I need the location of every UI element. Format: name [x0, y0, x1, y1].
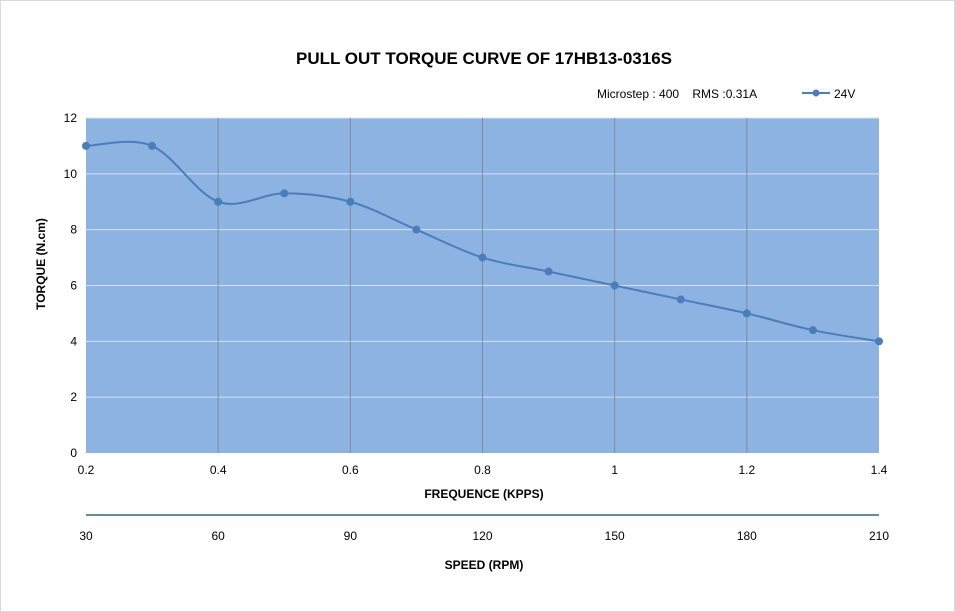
y-tick-label: 2 — [70, 390, 77, 404]
speed-axis-title: SPEED (RPM) — [445, 558, 524, 572]
data-point — [808, 326, 817, 335]
data-point — [610, 281, 619, 290]
data-point — [214, 197, 223, 206]
speed-tick-label: 30 — [79, 529, 93, 543]
y-tick-labels: 0 2 4 6 8 10 12 — [64, 111, 78, 460]
x-tick-label: 0.4 — [210, 463, 227, 477]
x-tick-labels: 0.2 0.4 0.6 0.8 1 1.2 1.4 — [78, 463, 888, 477]
y-tick-label: 8 — [70, 223, 77, 237]
y-tick-label: 6 — [70, 279, 77, 293]
data-point — [280, 189, 289, 198]
speed-tick-label: 210 — [869, 529, 889, 543]
x-tick-label: 0.6 — [342, 463, 359, 477]
legend: 24V — [802, 87, 855, 101]
y-tick-label: 4 — [70, 334, 77, 348]
speed-tick-label: 150 — [605, 529, 625, 543]
y-axis-title: TORQUE (N.cm) — [34, 218, 48, 310]
data-point — [676, 295, 685, 304]
data-point — [148, 141, 157, 150]
x-tick-label: 1.2 — [738, 463, 755, 477]
y-tick-label: 10 — [64, 167, 78, 181]
y-tick-label: 0 — [70, 446, 77, 460]
legend-marker-24v — [812, 89, 820, 97]
vertical-gridlines — [217, 118, 748, 453]
x-tick-label: 1 — [611, 463, 618, 477]
x-axis-title: FREQUENCE (KPPS) — [424, 487, 543, 501]
chart-subtitle: Microstep : 400 RMS :0.31A — [597, 87, 757, 101]
legend-label-24v: 24V — [834, 87, 855, 101]
x-tick-label: 0.8 — [474, 463, 491, 477]
data-point — [82, 141, 90, 150]
data-point — [742, 309, 751, 318]
data-point — [875, 337, 883, 346]
x-tick-label: 0.2 — [78, 463, 95, 477]
data-point — [346, 197, 355, 206]
series-points-24v — [82, 141, 883, 346]
x-tick-label: 1.4 — [871, 463, 888, 477]
data-point — [544, 267, 553, 276]
chart-title: PULL OUT TORQUE CURVE OF 17HB13-0316S — [296, 49, 672, 68]
speed-tick-label: 90 — [344, 529, 358, 543]
data-point — [412, 225, 421, 234]
data-point — [478, 253, 487, 262]
speed-tick-label: 180 — [737, 529, 757, 543]
y-tick-label: 12 — [64, 111, 78, 125]
speed-tick-label: 60 — [211, 529, 225, 543]
speed-tick-label: 120 — [472, 529, 492, 543]
speed-tick-labels: 30 60 90 120 150 180 210 — [79, 529, 889, 543]
